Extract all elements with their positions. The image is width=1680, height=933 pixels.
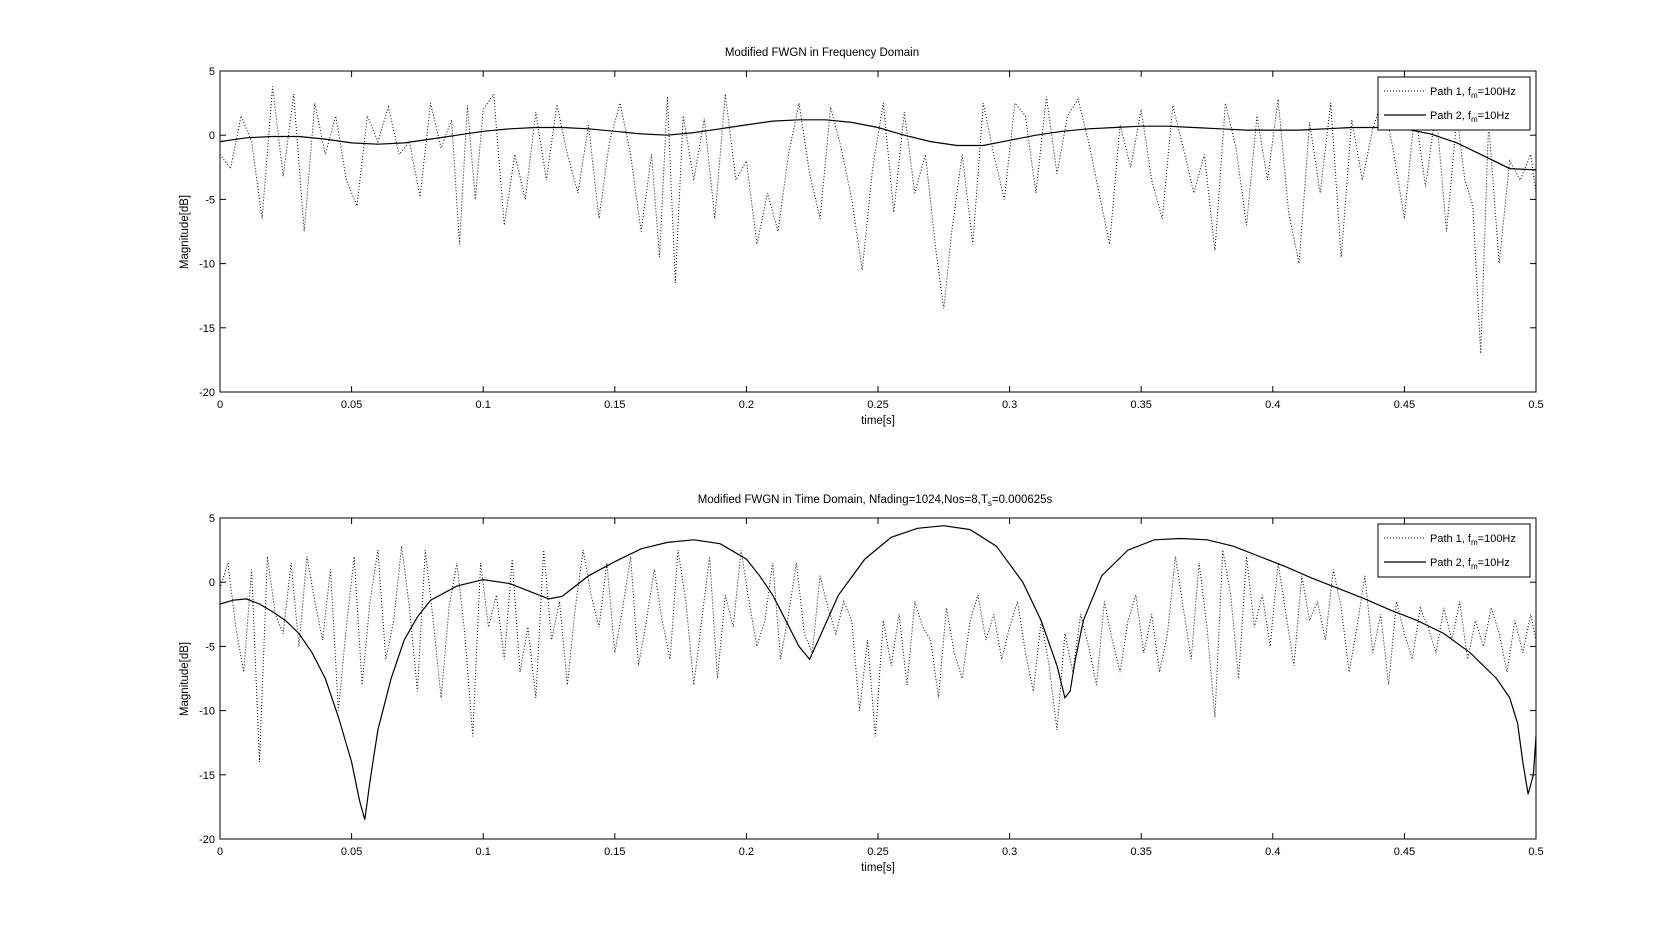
top-x-tick-label: 0.1 [476,399,491,411]
bottom-chart-title: Modified FWGN in Time Domain, Nfading=10… [698,494,1053,508]
top-y-tick-label: -5 [205,194,215,206]
top-y-tick-label: 0 [209,130,215,142]
top-x-ticks: 0 0.05 0.1 0.15 0.2 0.25 0.3 0.35 0.4 0.45 0.5 [217,71,1544,411]
top-chart-title: Modified FWGN in Frequency Domain [725,47,919,59]
top-plot-area [220,71,1536,392]
bottom-y-tick-label: -5 [205,641,215,653]
top-legend-box [1377,76,1531,131]
top-x-axis-label: time[s] [861,415,895,427]
bottom-legend-label-1: Path 1, fm=100Hz [1430,533,1516,547]
subplot-frequency-domain: Modified FWGN in Frequency Domain 0 0.05 0… [179,47,1544,427]
top-y-tick-label: -10 [199,259,215,271]
top-x-tick-label: 0.5 [1528,399,1543,411]
bottom-x-tick-label: 0 [217,846,223,858]
top-y-tick-label: -15 [199,323,215,335]
bottom-y-tick-label: 0 [209,577,215,589]
bottom-x-tick-label: 0.4 [1265,846,1280,858]
top-x-tick-label: 0.2 [739,399,754,411]
bottom-x-tick-label: 0.25 [867,846,888,858]
top-x-tick-label: 0.25 [867,399,888,411]
bottom-series-group [220,525,1536,820]
bottom-x-tick-label: 0.1 [476,846,491,858]
top-x-tick-label: 0.35 [1130,399,1151,411]
bottom-x-tick-label: 0.05 [341,846,362,858]
top-x-tick-label: 0.45 [1394,399,1415,411]
bottom-x-tick-label: 0.45 [1394,846,1415,858]
top-y-tick-label: 5 [209,66,215,78]
top-series-path-2 [220,119,1536,171]
bottom-y-tick-label: -20 [199,834,215,846]
top-legend-label-2: Path 2, fm=10Hz [1430,110,1510,124]
top-legend-label-1: Path 1, fm=100Hz [1430,86,1516,100]
bottom-x-tick-label: 0.5 [1528,846,1543,858]
top-x-tick-label: 0.15 [604,399,625,411]
bottom-y-tick-label: -15 [199,770,215,782]
bottom-series-path-2 [220,525,1536,820]
top-legend: Path 1, fm=100Hz Path 2, fm=10Hz [1377,76,1531,131]
bottom-x-ticks: 0 0.05 0.1 0.15 0.2 0.25 0.3 0.35 0.4 0.45 0.5 [217,518,1544,858]
bottom-x-tick-label: 0.15 [604,846,625,858]
bottom-y-tick-label: 5 [209,513,215,525]
bottom-legend: Path 1, fm=100Hz Path 2, fm=10Hz [1377,523,1531,578]
bottom-y-axis-label: Magnitude[dB] [179,642,191,716]
bottom-x-tick-label: 0.2 [739,846,754,858]
top-x-tick-label: 0.05 [341,399,362,411]
subplot-time-domain: Modified FWGN in Time Domain, Nfading=10… [179,494,1544,874]
bottom-legend-label-2: Path 2, fm=10Hz [1430,557,1510,571]
bottom-y-tick-label: -10 [199,706,215,718]
top-y-tick-label: -20 [199,387,215,399]
bottom-x-axis-label: time[s] [861,862,895,874]
top-y-axis-label: Magnitude[dB] [179,195,191,269]
bottom-x-tick-label: 0.35 [1130,846,1151,858]
top-series-group [220,86,1536,354]
bottom-y-ticks: 5 0 -5 -10 -15 -20 [199,513,1536,846]
top-x-tick-label: 0.4 [1265,399,1280,411]
bottom-x-tick-label: 0.3 [1002,846,1017,858]
top-x-tick-label: 0.3 [1002,399,1017,411]
top-series-path-1 [220,86,1536,354]
top-y-ticks: 5 0 -5 -10 -15 -20 [199,66,1536,399]
bottom-plot-area [220,518,1536,839]
top-x-tick-label: 0 [217,399,223,411]
bottom-legend-box [1377,523,1531,578]
